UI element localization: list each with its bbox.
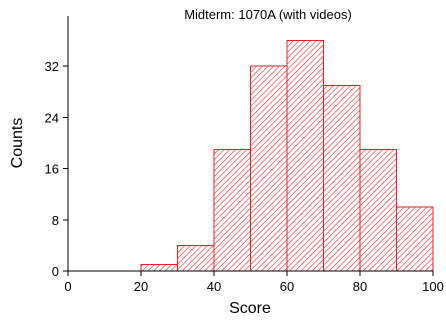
histogram-bar (250, 65, 288, 272)
x-tick-label: 20 (134, 279, 148, 294)
y-tick-label: 24 (45, 110, 59, 125)
y-tick-label: 16 (45, 162, 59, 177)
histogram-bar (323, 84, 361, 272)
x-tick-label: 80 (353, 279, 367, 294)
histogram-bar (359, 148, 397, 272)
y-tick-label: 32 (45, 59, 59, 74)
histogram-bar (396, 206, 434, 272)
histogram-bar (213, 148, 251, 272)
x-ticks-group: 0 20 40 60 80 100 (64, 271, 444, 294)
x-tick-label: 0 (64, 279, 71, 294)
x-tick-label: 40 (207, 279, 221, 294)
x-axis-title: Score (229, 300, 271, 317)
y-tick-label: 0 (52, 264, 59, 279)
bars-group (140, 40, 434, 272)
x-tick-label: 60 (280, 279, 294, 294)
histogram-bar (177, 244, 215, 272)
y-tick-label: 8 (52, 213, 59, 228)
x-tick-label: 100 (422, 279, 444, 294)
chart-title: Midterm: 1070A (with videos) (184, 7, 352, 22)
histogram-bar (140, 264, 178, 272)
y-axis-title: Counts (9, 118, 26, 169)
y-ticks-group: 0 8 16 24 32 (45, 59, 68, 279)
histogram-bar (286, 40, 324, 272)
